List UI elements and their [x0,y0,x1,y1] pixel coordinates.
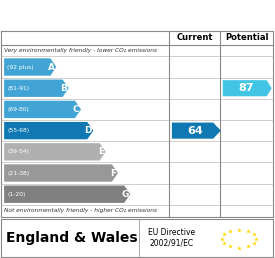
Text: (1-20): (1-20) [7,192,26,197]
Text: (39-54): (39-54) [7,149,29,154]
Text: England & Wales: England & Wales [6,231,137,245]
Text: 87: 87 [238,83,254,93]
Text: E: E [98,147,104,156]
Text: D: D [84,126,92,135]
Text: A: A [48,62,55,71]
Polygon shape [4,164,118,182]
Text: Current: Current [176,33,213,42]
Text: C: C [73,105,79,114]
Text: (69-80): (69-80) [7,107,29,112]
Text: (21-38): (21-38) [7,171,29,175]
Polygon shape [4,186,130,203]
Polygon shape [4,143,106,160]
Text: B: B [60,84,67,93]
Polygon shape [4,79,69,97]
Text: Not environmentally friendly - higher CO₂ emissions: Not environmentally friendly - higher CO… [4,208,157,213]
Text: Environmental Impact (CO₂) Rating: Environmental Impact (CO₂) Rating [28,10,247,20]
Text: EU Directive
2002/91/EC: EU Directive 2002/91/EC [148,228,196,248]
Text: F: F [110,168,116,178]
Text: Very environmentally friendly - lower CO₂ emissions: Very environmentally friendly - lower CO… [4,48,157,53]
Polygon shape [223,80,272,96]
Polygon shape [4,58,56,76]
Text: (81-91): (81-91) [7,86,29,91]
Text: (92 plus): (92 plus) [7,64,34,69]
Text: (55-68): (55-68) [7,128,29,133]
Text: Potential: Potential [225,33,268,42]
Text: 64: 64 [187,126,203,136]
Polygon shape [4,122,93,139]
Polygon shape [172,123,221,139]
Polygon shape [4,101,81,118]
Text: G: G [121,190,129,199]
